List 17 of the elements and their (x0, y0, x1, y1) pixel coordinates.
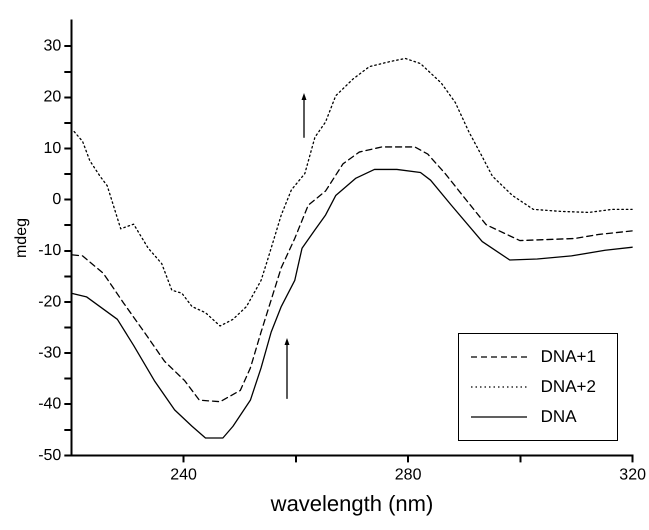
y-tick-label: 10 (44, 140, 62, 157)
y-tick-label: -20 (38, 293, 62, 310)
y-tick-label: -40 (38, 396, 62, 413)
legend-label: DNA (540, 407, 577, 428)
legend-label: DNA+2 (540, 377, 596, 398)
y-tick-label: -10 (38, 242, 62, 260)
x-tick-label: 320 (619, 466, 646, 484)
y-tick-label: 0 (52, 191, 62, 208)
y-tick-label: 20 (44, 88, 62, 106)
x-tick-label: 280 (394, 466, 422, 484)
y-axis-title: mdeg (13, 218, 30, 258)
y-tick-label: 30 (44, 38, 62, 55)
x-axis-title: wavelength (nm) (270, 490, 434, 516)
y-tick-label: -50 (38, 446, 62, 464)
x-tick-label: 240 (170, 466, 198, 484)
legend-label: DNA+1 (540, 347, 596, 368)
y-tick-label: -30 (38, 344, 62, 362)
